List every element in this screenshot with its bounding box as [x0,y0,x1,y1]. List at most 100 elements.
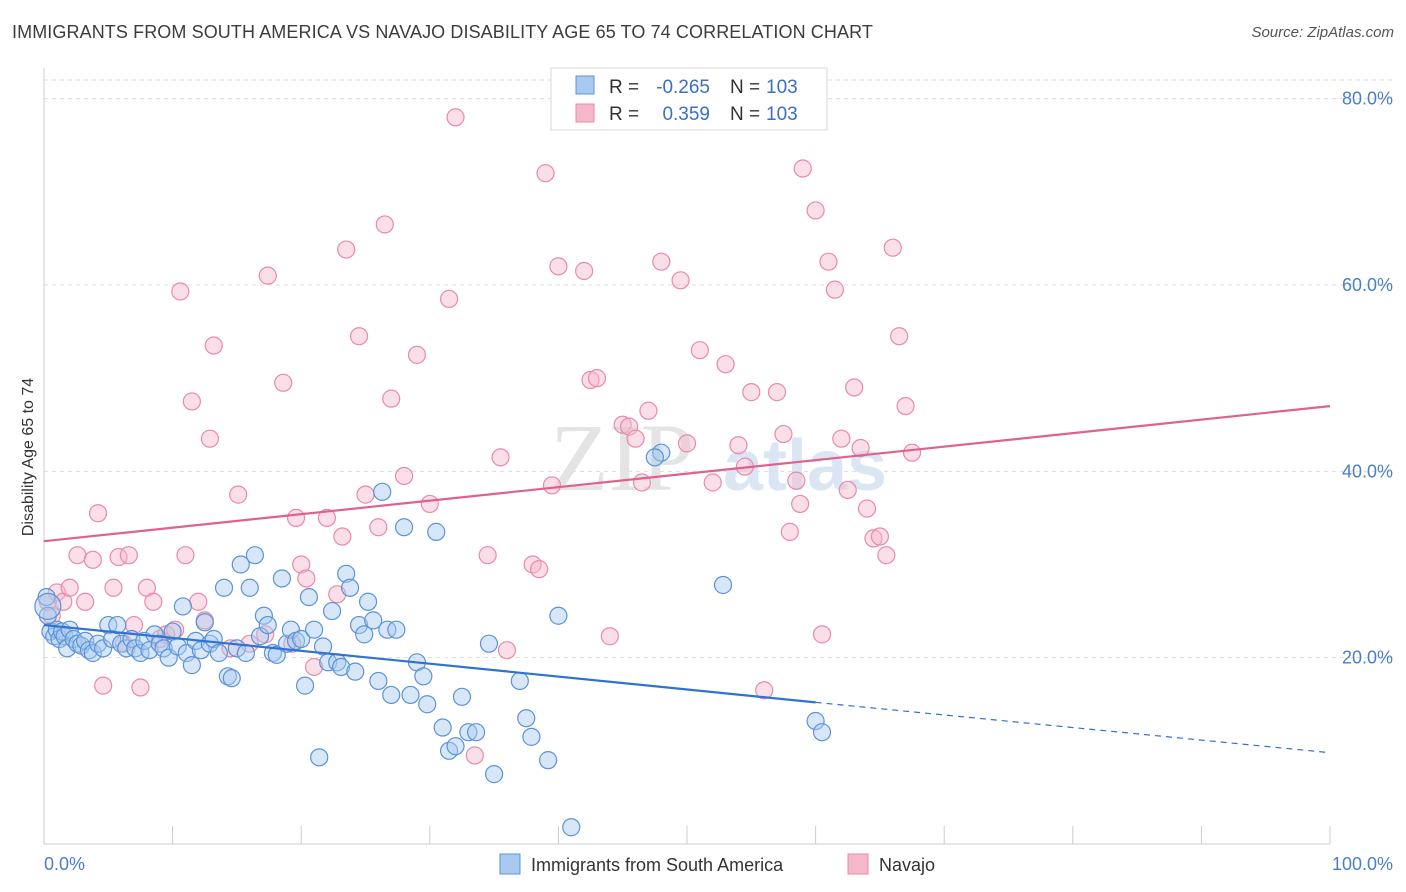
navajo-point [292,555,311,574]
y-axis-label: Disability Age 65 to 74 [20,378,37,536]
immigrants-point [322,601,342,621]
immigrants-point [304,620,324,639]
immigrants-point [452,687,472,706]
navajo-point [382,389,401,408]
navajo-point [536,164,555,183]
legend-n-value-2: 103 [766,104,798,125]
navajo-point [587,369,607,388]
navajo-point [530,560,549,579]
navajo-point [600,627,619,646]
navajo-point [446,108,465,127]
navajo-point [131,678,150,697]
immigrants-point [236,643,256,663]
bottom-legend-label-navajo: Navajo [879,855,935,875]
immigrants-trend-line [43,623,816,704]
navajo-point [626,429,645,448]
navajo-point [407,345,427,364]
y-tick-label: 60.0% [1342,275,1393,295]
navajo-point [896,396,915,416]
legend-r-value-1: -0.265 [656,77,710,98]
immigrants-point [50,629,69,649]
navajo-point [703,473,722,492]
immigrants-point [466,723,486,742]
navajo-point [677,434,697,453]
navajo-point [119,546,138,565]
navajo-point [144,592,163,611]
navajo-point [845,378,864,397]
immigrants-point [60,620,79,639]
immigrants-point [806,711,825,731]
immigrants-point [562,818,581,837]
immigrants-point [292,629,311,649]
navajo-point [780,522,799,541]
immigrants-point [364,611,383,630]
navajo-point [581,370,600,390]
navajo-point [349,327,369,346]
immigrants-point [401,685,420,705]
immigrants-point [355,625,374,644]
navajo-point [890,327,909,346]
navajo-point [639,401,658,420]
navajo-point [870,527,890,546]
immigrants-point [222,669,241,688]
y-tick-labels: 20.0% 40.0% 60.0% 80.0% [1342,89,1393,668]
y-tick-label: 40.0% [1342,461,1393,481]
navajo-point [258,266,277,285]
immigrants-point [34,592,62,621]
navajo-point [171,282,190,301]
navajo-point [369,518,388,537]
immigrants-point [240,578,259,597]
navajo-point [549,257,568,276]
immigrants-point [358,592,378,611]
immigrants-point [522,727,541,746]
immigrants-point [272,569,292,588]
axes-layer [43,68,1331,845]
navajo-point [297,569,316,588]
navajo-point [542,476,562,495]
navajo-point [176,546,195,565]
immigrants-point [369,671,388,691]
immigrants-point [103,629,122,649]
immigrants-point [479,634,499,653]
x-tick-label-max: 100.0% [1332,854,1393,874]
navajo-point [742,383,761,402]
immigrants-point [182,656,201,675]
navajo-point [394,466,414,486]
legend-r-label-2: R = [609,104,639,125]
immigrants-point [446,737,465,756]
immigrants-point [135,631,154,650]
navajo-point [632,473,652,492]
immigrants-point [299,587,319,607]
immigrants-point [258,615,277,635]
immigrants-point [254,606,274,625]
navajo-point [491,448,510,467]
navajo-point [68,546,87,565]
immigrants-point [349,615,369,635]
immigrants-point [108,615,127,635]
legend-r-label-1: R = [609,77,639,98]
navajo-point [182,392,201,411]
navajo-point [832,429,851,448]
immigrants-point [645,448,664,467]
legend-n-value-1: 103 [766,77,798,98]
navajo-point [690,341,709,360]
immigrants-point [459,723,478,742]
navajo-point [304,657,324,677]
navajo-point [60,578,79,597]
immigrants-point [267,645,286,664]
legend: R = -0.265 N = 103 R = 0.359 N = 103 [550,67,828,131]
navajo-point [791,494,810,514]
navajo-point [819,252,838,271]
immigrants-point [539,751,558,770]
navajo-point [317,508,337,528]
navajo-point [189,592,208,611]
x-tick-label-min: 0.0% [44,854,85,874]
immigrants-point [549,606,568,625]
immigrants-point [337,564,356,583]
immigrants-point [310,748,329,767]
immigrants-point [485,765,504,784]
navajo-point [497,641,517,660]
navajo-point [806,201,825,220]
immigrants-point [231,555,250,574]
